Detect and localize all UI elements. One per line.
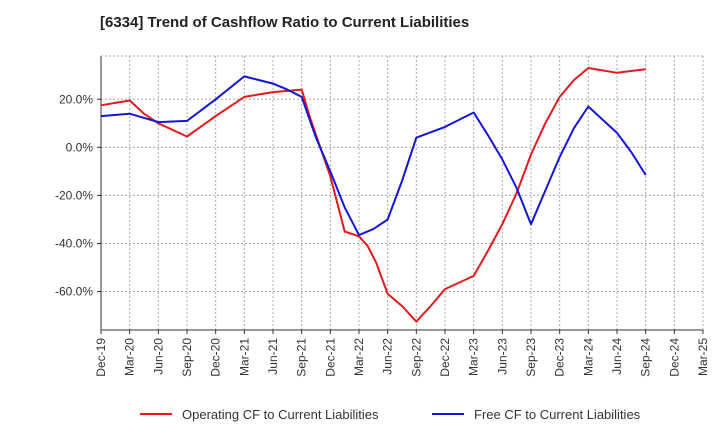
x-tick-labels: Dec-19 Mar-20 Jun-20 Sep-20 Dec-20 Mar-21 Jun-… xyxy=(94,338,710,377)
x-tick-label: Mar-21 xyxy=(237,338,251,376)
legend: Operating CF to Current Liabilities Free … xyxy=(140,407,641,422)
plot-area xyxy=(101,56,703,330)
x-tick-label: Mar-22 xyxy=(352,338,366,376)
x-tick-label: Dec-23 xyxy=(553,338,567,377)
x-tick-label: Dec-19 xyxy=(94,338,108,377)
plot-background xyxy=(101,56,703,330)
y-tick-labels: 20.0% 0.0% -20.0% -40.0% -60.0% xyxy=(55,92,93,298)
x-tick-label: Mar-23 xyxy=(467,338,481,376)
legend-label: Free CF to Current Liabilities xyxy=(474,407,641,422)
x-tick-label: Dec-22 xyxy=(438,338,452,377)
x-tick-label: Dec-21 xyxy=(323,338,337,377)
x-tick-label: Mar-20 xyxy=(123,338,137,376)
y-tick-label: -20.0% xyxy=(55,188,93,202)
chart-title: [6334] Trend of Cashflow Ratio to Curren… xyxy=(100,14,470,31)
x-tick-label: Sep-24 xyxy=(639,338,653,377)
x-tick-label: Jun-22 xyxy=(381,338,395,375)
x-tick-label: Dec-24 xyxy=(667,338,681,377)
y-tick-label: 0.0% xyxy=(66,140,94,154)
x-tick-label: Sep-20 xyxy=(180,338,194,377)
x-tick-label: Jun-24 xyxy=(610,338,624,375)
x-tick-label: Jun-20 xyxy=(151,338,165,375)
x-tick-label: Sep-23 xyxy=(524,338,538,377)
grid-lines xyxy=(101,56,703,330)
x-tick-label: Jun-21 xyxy=(266,338,280,375)
x-tick-label: Dec-20 xyxy=(209,338,223,377)
series-lines xyxy=(100,67,647,323)
x-tick-label: Jun-23 xyxy=(495,338,509,375)
legend-label: Operating CF to Current Liabilities xyxy=(182,407,379,422)
x-tick-label: Mar-24 xyxy=(581,338,595,376)
y-tick-label: 20.0% xyxy=(59,92,93,106)
x-tick-label: Sep-22 xyxy=(409,338,423,377)
axes xyxy=(97,55,704,334)
series-line-operating-cf xyxy=(100,67,646,323)
x-tick-label: Mar-25 xyxy=(696,338,710,376)
y-tick-label: -60.0% xyxy=(55,285,93,299)
series-line-free-cf xyxy=(100,75,647,237)
y-tick-label: -40.0% xyxy=(55,236,93,250)
x-tick-label: Sep-21 xyxy=(295,338,309,377)
